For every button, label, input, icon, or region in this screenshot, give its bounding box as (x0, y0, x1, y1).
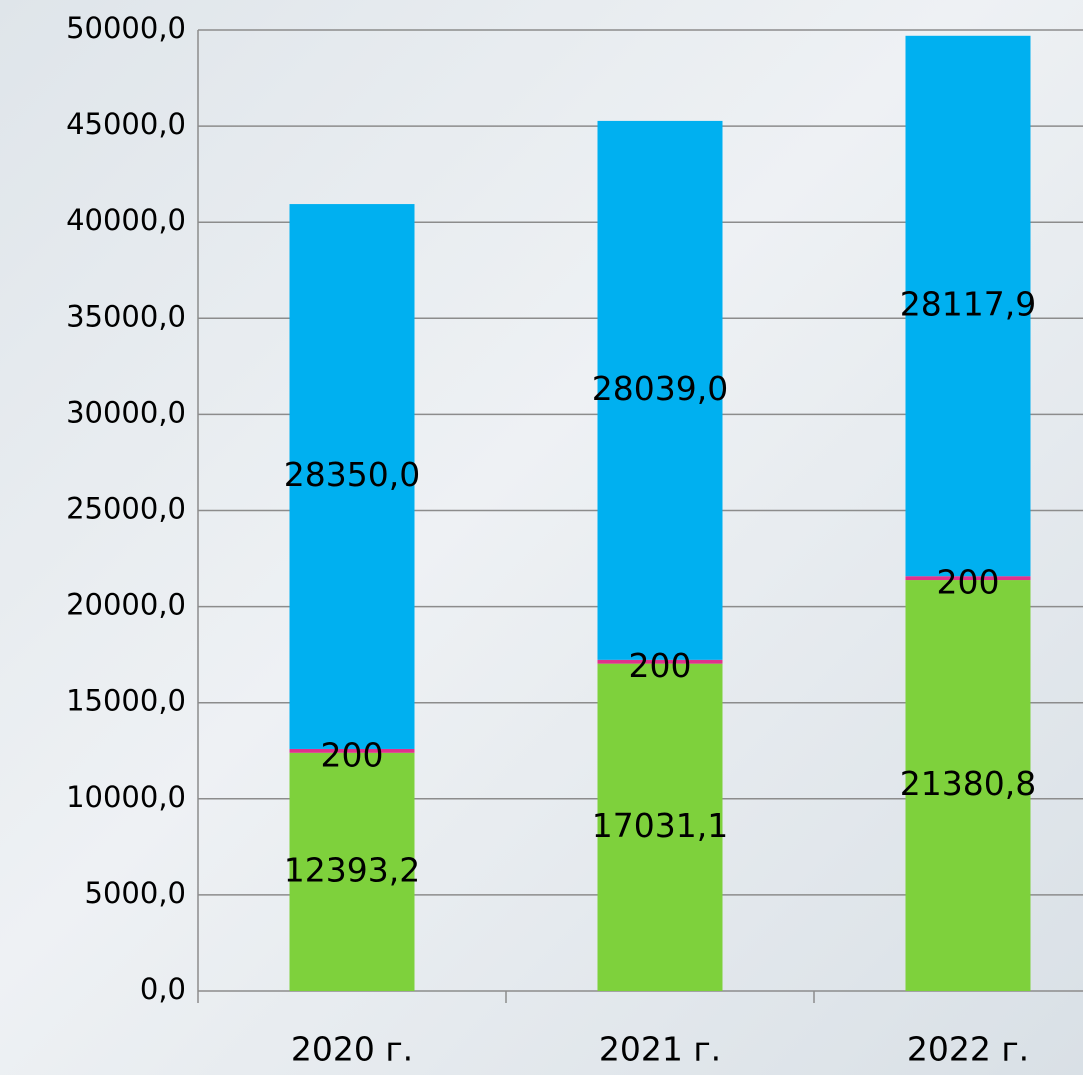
bar-segment (905, 35, 1031, 577)
y-tick-label: 40000,0 (66, 203, 186, 237)
bar-segment (905, 576, 1031, 581)
data-label: 21380,8 (900, 764, 1036, 803)
y-tick-label: 25000,0 (66, 492, 186, 526)
data-label: 200 (629, 646, 692, 685)
y-tick-label: 35000,0 (66, 299, 186, 333)
y-tick-label: 30000,0 (66, 395, 186, 429)
y-tick-label: 20000,0 (66, 588, 186, 622)
y-tick-label: 50000,0 (66, 11, 186, 45)
bar-segment (289, 748, 415, 753)
x-tick-label: 2021 г. (599, 1030, 721, 1069)
y-tick-label: 15000,0 (66, 684, 186, 718)
y-tick-label: 5000,0 (85, 876, 186, 910)
data-label: 28039,0 (592, 369, 728, 408)
y-tick-label: 0,0 (140, 972, 186, 1006)
data-label: 28117,9 (900, 285, 1036, 324)
bar-segment (289, 204, 415, 749)
data-label: 200 (321, 735, 384, 774)
data-label: 28350,0 (284, 455, 420, 494)
bar-segment (289, 752, 415, 991)
bar-segment (597, 120, 723, 660)
bar-segment (597, 659, 723, 664)
data-label: 17031,1 (592, 806, 728, 845)
data-label: 200 (937, 563, 1000, 602)
y-tick-label: 45000,0 (66, 107, 186, 141)
bar-segment (905, 580, 1031, 991)
x-tick-label: 2022 г. (907, 1030, 1029, 1069)
x-tick-label: 2020 г. (291, 1030, 413, 1069)
y-tick-label: 10000,0 (66, 780, 186, 814)
bar-segment (597, 663, 723, 991)
data-label: 12393,2 (284, 850, 420, 889)
